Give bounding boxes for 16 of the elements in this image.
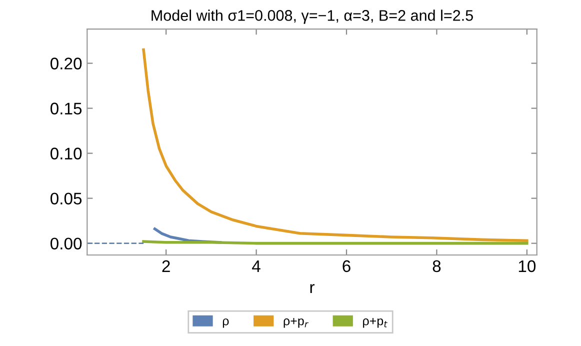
y-tick-label: 0.05 xyxy=(50,192,82,204)
x-tick-label: 8 xyxy=(432,260,441,272)
x-tick-label: 10 xyxy=(518,260,536,272)
line-series xyxy=(142,48,528,242)
legend-label: ρ+p$_{r}$ xyxy=(284,318,309,328)
x-tick-label: 2 xyxy=(162,260,170,272)
legend-label: ρ xyxy=(222,318,229,328)
legend-label: ρ+p$_{t}$ xyxy=(363,318,388,328)
chart-title: Model with σ1=0.008, γ=−1, α=3, B=2 and l=2.5 xyxy=(152,10,473,24)
y-tick-label: 0.20 xyxy=(50,58,82,70)
y-tick-label: 0.00 xyxy=(50,238,82,250)
y-tick-label: 0.15 xyxy=(50,102,82,114)
x-axis-title: r xyxy=(310,284,314,294)
x-tick-label: 4 xyxy=(252,260,260,272)
x-tick-label: 6 xyxy=(342,260,350,272)
y-tick-label: 0.10 xyxy=(50,148,82,160)
